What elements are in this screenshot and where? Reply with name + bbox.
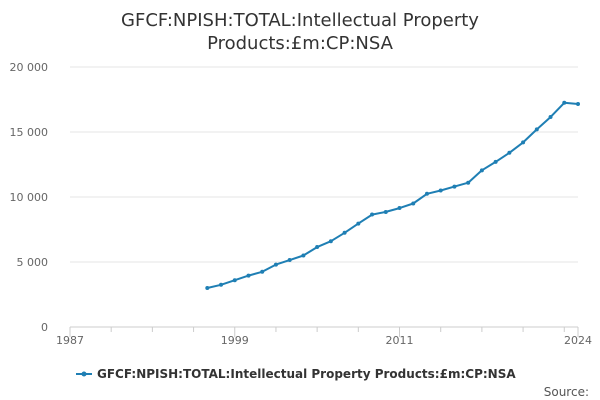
data-point[interactable]	[452, 184, 457, 189]
legend-label: GFCF:NPISH:TOTAL:Intellectual Property P…	[97, 367, 516, 381]
data-point[interactable]	[315, 245, 320, 250]
x-tick-label: 2011	[386, 334, 414, 347]
plot-area	[205, 100, 580, 290]
data-point[interactable]	[424, 191, 429, 196]
data-point[interactable]	[466, 180, 471, 185]
series-line	[206, 101, 579, 289]
x-tick-label: 2024	[564, 334, 592, 347]
x-axis: 1987 1999 2011 2024	[56, 326, 592, 347]
y-tick-label: 5 000	[17, 256, 49, 269]
data-point[interactable]	[328, 239, 333, 244]
legend[interactable]: GFCF:NPISH:TOTAL:Intellectual Property P…	[76, 367, 516, 381]
data-point[interactable]	[219, 282, 224, 287]
data-point[interactable]	[301, 253, 306, 258]
data-point[interactable]	[342, 230, 347, 235]
y-tick-label: 10 000	[10, 191, 49, 204]
data-point[interactable]	[534, 127, 539, 132]
chart-title: GFCF:NPISH:TOTAL:Intellectual Property P…	[121, 10, 479, 54]
data-point[interactable]	[548, 115, 553, 120]
x-tick-label: 1987	[56, 334, 84, 347]
data-point[interactable]	[479, 168, 484, 173]
data-point[interactable]	[562, 100, 567, 105]
data-point[interactable]	[576, 102, 580, 107]
y-tick-label: 20 000	[10, 61, 49, 74]
data-point[interactable]	[246, 273, 251, 278]
data-point[interactable]	[507, 150, 512, 155]
source-label: Source:	[544, 385, 589, 399]
data-point[interactable]	[411, 201, 416, 206]
y-tick-label: 0	[41, 321, 48, 334]
legend-dot-marker	[81, 371, 87, 377]
data-point[interactable]	[438, 188, 443, 193]
data-point[interactable]	[205, 286, 210, 290]
data-point[interactable]	[273, 262, 278, 267]
y-axis: 0 5 000 10 000 15 000 20 000	[10, 61, 49, 334]
data-point[interactable]	[232, 278, 237, 283]
chart-title-line-2: Products:£m:CP:NSA	[207, 33, 394, 54]
data-point[interactable]	[397, 206, 402, 211]
data-point[interactable]	[383, 209, 388, 214]
data-point[interactable]	[521, 140, 526, 145]
x-tick-label: 1999	[221, 334, 249, 347]
y-tick-label: 15 000	[10, 126, 49, 139]
data-point[interactable]	[260, 269, 265, 274]
chart-title-line-1: GFCF:NPISH:TOTAL:Intellectual Property	[121, 10, 479, 31]
data-point[interactable]	[493, 159, 498, 164]
data-point[interactable]	[370, 212, 375, 217]
y-gridlines	[70, 66, 578, 263]
data-point[interactable]	[287, 258, 292, 263]
data-point[interactable]	[356, 221, 361, 226]
